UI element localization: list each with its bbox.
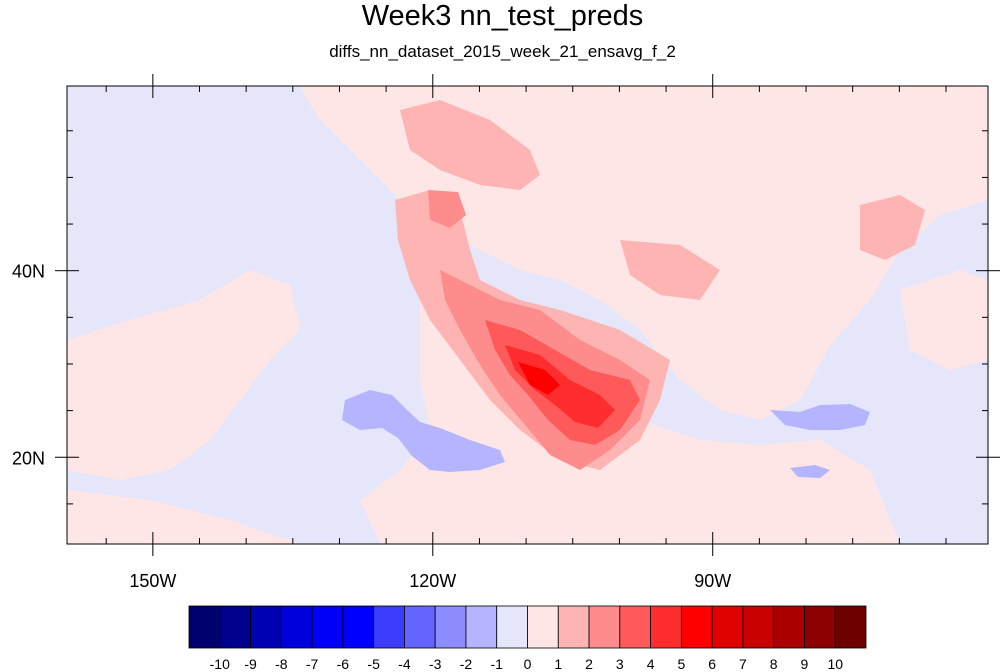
anomaly-region-darkred [505, 345, 615, 428]
anomaly-region-blue-gulf [770, 404, 870, 430]
colorbar-label: 10 [827, 656, 843, 672]
map-ticks: 150W 120W 90W 40N 20N [12, 74, 1000, 591]
colorbar-swatch [680, 605, 713, 649]
colorbar-label: 0 [524, 656, 532, 672]
lon-tick-label: 90W [694, 571, 731, 591]
colorbar-swatch [773, 605, 805, 649]
colorbar-label: -4 [398, 656, 411, 672]
anomaly-region-rose-canada [400, 100, 540, 190]
map-subtitle: diffs_nn_dataset_2015_week_21_ensavg_f_2 [329, 42, 676, 61]
colorbar-swatch [404, 605, 436, 649]
colorbar-label: 2 [585, 656, 593, 672]
anomaly-region-blue-pacific [342, 390, 505, 472]
anomaly-region-blue-caribbean [790, 465, 830, 478]
colorbar-swatch [742, 605, 775, 649]
anomaly-region-pink-atlantic [900, 270, 988, 370]
colorbar: -10 -9 -8 -7 -6 -5 -4 -3 -2 -1 0 1 2 3 4 5 6 7 8 9 10 [188, 605, 867, 672]
colorbar-label: 6 [708, 656, 716, 672]
colorbar-swatch [496, 605, 528, 649]
colorbar-label: -8 [275, 656, 288, 672]
colorbar-label: -6 [337, 656, 350, 672]
colorbar-swatch [434, 605, 467, 649]
anomaly-fields [67, 86, 988, 544]
colorbar-swatch [619, 605, 651, 649]
lon-tick-label: 150W [129, 571, 176, 591]
colorbar-swatch [342, 605, 375, 649]
colorbar-swatch [465, 605, 498, 649]
anomaly-region-pink-pacific [67, 270, 300, 480]
colorbar-swatch [834, 605, 867, 649]
colorbar-label: 8 [770, 656, 778, 672]
lat-tick-label: 20N [12, 448, 45, 468]
colorbar-swatch [188, 605, 221, 649]
colorbar-label: 4 [647, 656, 655, 672]
colorbar-swatch [280, 605, 313, 649]
colorbar-swatch [804, 605, 836, 649]
colorbar-swatch [250, 605, 282, 649]
map-frame [66, 85, 989, 545]
colorbar-label: -10 [210, 656, 230, 672]
colorbar-label: 5 [677, 656, 685, 672]
colorbar-swatch [588, 605, 621, 649]
anomaly-region-salmon-nw [428, 190, 466, 228]
colorbar-label: -9 [244, 656, 257, 672]
colorbar-label: 1 [554, 656, 562, 672]
colorbar-swatch [527, 605, 559, 649]
anomaly-region-peak [518, 362, 560, 395]
lon-tick-label: 120W [409, 571, 456, 591]
anomaly-region-pink-southwest [67, 490, 300, 544]
colorbar-swatch [311, 605, 344, 649]
lat-tick-label: 40N [12, 262, 45, 282]
colorbar-label: -3 [429, 656, 442, 672]
colorbar-swatch [711, 605, 744, 649]
colorbar-label: -2 [460, 656, 473, 672]
colorbar-label: 3 [616, 656, 624, 672]
colorbar-label: 7 [739, 656, 747, 672]
colorbar-label: -1 [491, 656, 504, 672]
colorbar-label: -7 [306, 656, 319, 672]
colorbar-swatch [373, 605, 405, 649]
colorbar-label: 9 [801, 656, 809, 672]
colorbar-swatch [650, 605, 682, 649]
anomaly-region-rose-central [620, 240, 720, 300]
colorbar-swatch [219, 605, 251, 649]
anomaly-region-rose-northeast [860, 195, 925, 260]
colorbar-swatch [557, 605, 590, 649]
map-title: Week3 nn_test_preds [361, 0, 644, 32]
colorbar-label: -5 [367, 656, 380, 672]
